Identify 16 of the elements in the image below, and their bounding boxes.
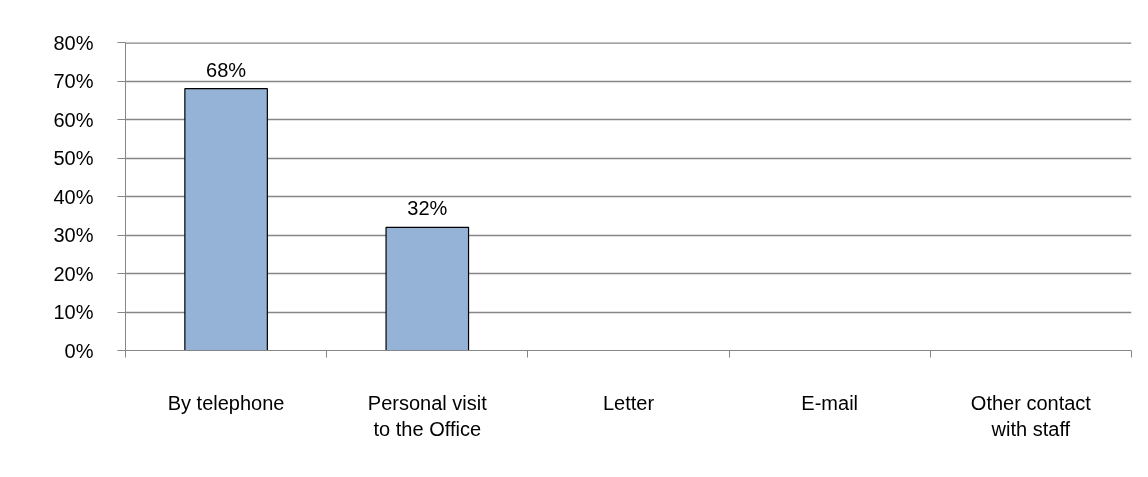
y-tick-label: 40% xyxy=(53,185,94,208)
y-tick-label: 20% xyxy=(53,262,94,285)
x-tick-label: Other contact with staff xyxy=(970,391,1092,440)
x-tick-label: By telephone xyxy=(167,391,285,414)
y-tick-label: 50% xyxy=(53,147,94,169)
data-label: 32% xyxy=(407,197,448,220)
data-label: 68% xyxy=(206,58,247,81)
y-tick-label: 70% xyxy=(53,70,94,92)
y-tick-label: 0% xyxy=(64,339,94,362)
y-tick-label: 30% xyxy=(53,224,94,246)
x-tick-label: Letter xyxy=(602,391,655,414)
y-tick-label: 10% xyxy=(53,301,94,323)
y-tick-label: 60% xyxy=(53,108,94,131)
y-tick-label: 80% xyxy=(53,31,94,54)
x-tick-label: E-mail xyxy=(801,391,859,414)
x-tick-label: Personal visit to the Office xyxy=(367,391,488,440)
